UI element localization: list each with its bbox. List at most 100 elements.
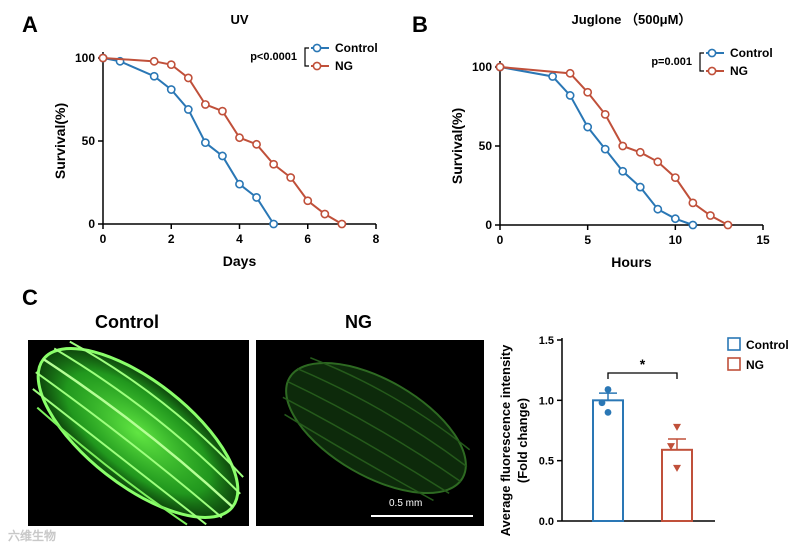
data-point-ng [670,173,680,182]
data-point-control [183,105,193,114]
micrograph-ng: 0.5 mm [256,340,484,526]
chart-title: Juglone （500μM） [572,12,692,27]
legend-swatch-ng [727,357,741,371]
data-point-control [166,85,176,94]
data-point-ng [635,147,645,157]
data-point-control [653,204,663,214]
data-point-ng [337,219,347,229]
legend-marker-ng [312,61,322,71]
x-tick-label: 2 [168,232,175,246]
micrograph-ng-image [282,357,471,502]
legend-label-control: Control [335,41,378,55]
data-point-control [565,91,575,100]
data-point-control [583,122,593,132]
chart-title: UV [230,12,248,27]
data-point-control [200,138,210,148]
x-tick-label: 5 [584,233,591,247]
stat-bracket [304,47,309,67]
point-control [598,399,606,407]
data-point-ng [235,133,244,143]
scalebar-label: 0.5 mm [389,498,423,509]
point-control [604,409,612,416]
data-point-ng [286,173,296,182]
legend-marker-control [707,48,717,58]
data-point-ng [688,198,698,208]
watermark: 六维生物 [8,529,57,543]
data-point-control [688,220,698,230]
data-point-ng [98,53,108,63]
data-point-ng [600,110,610,119]
y-axis-label: Survival(%) [449,108,465,184]
data-point-control [235,179,244,189]
legend-label-control: Control [746,338,789,352]
x-tick-label: 10 [669,233,683,247]
micrograph-label-control: Control [95,312,159,332]
x-tick-label: 0 [497,233,504,247]
data-point-ng [495,62,505,72]
data-point-ng [618,141,628,151]
x-tick-label: 8 [373,232,380,246]
y-tick-label: 0.5 [539,456,554,468]
data-point-ng [218,106,227,116]
legend-label-ng: NG [746,358,764,372]
legend-marker-control [312,43,322,53]
panel-label-a: A [22,12,38,37]
y-axis-label: Survival(%) [52,103,68,179]
y-tick-label: 100 [75,51,95,65]
data-point-control [600,144,610,154]
data-point-control [618,166,628,176]
legend-swatch-control [727,337,741,351]
point-ng [673,464,681,472]
panel-label-b: B [412,12,428,37]
micrograph-control-image [32,340,244,526]
legend-marker-ng [707,66,717,76]
data-point-ng [320,209,330,219]
data-point-ng [583,87,593,97]
x-tick-label: 4 [236,232,243,246]
legend-label-ng: NG [730,64,748,78]
data-point-ng [183,73,193,83]
data-point-ng [149,56,159,66]
y-tick-label: 1.5 [539,335,554,347]
data-point-ng [565,68,575,78]
data-point-control [218,151,227,161]
data-point-control [635,182,645,192]
legend-label-control: Control [730,46,773,60]
data-point-control [269,219,279,229]
panel-label-c: C [22,285,38,310]
fluorescence-bar-chart: 0.0 0.5 1.0 1.5 Average fluorescence intensi… [498,335,789,536]
data-point-control [670,214,680,224]
x-tick-label: 15 [756,233,770,247]
stat-bracket [699,52,704,72]
y-axis-label: Average fluorescence intensity [498,344,513,536]
series-line-control [102,57,275,225]
data-point-ng [303,196,313,206]
y-tick-label: 100 [472,60,492,74]
point-ng [673,423,681,431]
y-tick-label: 0 [485,218,492,232]
y-tick-label: 0.0 [539,516,554,528]
bar-control [592,399,624,522]
significance-bracket [607,372,678,379]
data-point-control [252,193,261,202]
p-value-label: p=0.001 [651,56,692,68]
p-value-label: p<0.0001 [250,51,297,63]
y-tick-label: 50 [82,134,96,148]
series-line-control [499,66,694,226]
data-point-ng [653,157,663,167]
legend-label-ng: NG [335,59,353,73]
x-tick-label: 0 [100,232,107,246]
x-axis-label: Hours [611,254,652,270]
data-point-ng [166,60,176,70]
y-axis-label-line2: (Fold change) [515,398,530,483]
x-axis-label: Days [223,253,257,269]
x-tick-label: 6 [304,232,311,246]
scalebar [371,515,473,517]
data-point-ng [705,211,715,220]
point-control [604,386,612,393]
data-point-ng [269,159,279,169]
significance-label: * [640,356,646,372]
y-tick-label: 50 [479,139,493,153]
y-tick-label: 0 [88,217,95,231]
data-point-control [149,71,159,81]
